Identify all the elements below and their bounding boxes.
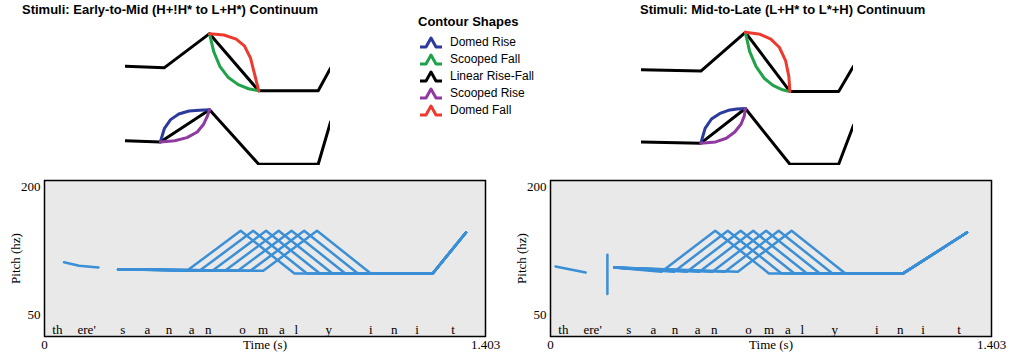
html-text:Domed Rise: Domed Rise: [450, 34, 516, 49]
html-text:Contour Shapes: Contour Shapes: [418, 14, 519, 29]
html-text:Scooped Fall: Scooped Fall: [450, 51, 520, 66]
svg-text:t: t: [957, 322, 961, 337]
svg-text:200: 200: [527, 179, 547, 194]
svg-text:i: i: [921, 322, 925, 337]
svg-text:Pitch (hz): Pitch (hz): [514, 233, 529, 284]
svg-text:l: l: [294, 322, 298, 337]
html-text:Scooped Rise: Scooped Rise: [450, 85, 525, 100]
html-text:Stimuli: Early-to-Mid (H+!H* t: Stimuli: Early-to-Mid (H+!H* to L+H*) Co…: [22, 2, 319, 17]
svg-text:i: i: [369, 322, 373, 337]
svg-text:n: n: [205, 322, 212, 337]
svg-text:m: m: [764, 322, 774, 337]
svg-text:50: 50: [28, 307, 41, 322]
svg-text:a: a: [144, 322, 150, 337]
svg-text:a: a: [189, 322, 195, 337]
svg-text:1.403: 1.403: [471, 337, 500, 352]
svg-text:0: 0: [41, 337, 48, 352]
svg-text:n: n: [897, 322, 904, 337]
svg-text:s: s: [120, 322, 125, 337]
svg-text:n: n: [711, 322, 718, 337]
svg-text:a: a: [785, 322, 791, 337]
svg-text:m: m: [258, 322, 268, 337]
svg-text:s: s: [626, 322, 631, 337]
svg-text:a: a: [279, 322, 285, 337]
svg-text:1.403: 1.403: [977, 337, 1006, 352]
svg-text:a: a: [695, 322, 701, 337]
svg-text:th: th: [52, 322, 63, 337]
svg-text:0: 0: [547, 337, 554, 352]
svg-text:a: a: [650, 322, 656, 337]
svg-text:ere': ere': [584, 322, 602, 337]
svg-text:n: n: [166, 322, 173, 337]
html-text:Linear Rise-Fall: Linear Rise-Fall: [450, 68, 534, 83]
svg-text:50: 50: [534, 307, 547, 322]
svg-text:y: y: [325, 322, 332, 337]
svg-text:i: i: [875, 322, 879, 337]
svg-text:y: y: [831, 322, 838, 337]
svg-text:200: 200: [21, 179, 41, 194]
svg-text:ere': ere': [78, 322, 96, 337]
html-text:Domed Fall: Domed Fall: [450, 102, 512, 117]
svg-text:Time (s): Time (s): [243, 337, 287, 352]
svg-text:l: l: [800, 322, 804, 337]
svg-text:n: n: [391, 322, 398, 337]
svg-text:Pitch (hz): Pitch (hz): [8, 233, 23, 284]
svg-text:o: o: [745, 322, 752, 337]
svg-text:th: th: [558, 322, 569, 337]
html-text:Stimuli: Mid-to-Late (L+H* to: Stimuli: Mid-to-Late (L+H* to L*+H) Cont…: [640, 2, 926, 17]
svg-text:o: o: [239, 322, 246, 337]
svg-text:i: i: [415, 322, 419, 337]
svg-text:t: t: [451, 322, 455, 337]
svg-text:n: n: [672, 322, 679, 337]
svg-text:Time (s): Time (s): [749, 337, 793, 352]
